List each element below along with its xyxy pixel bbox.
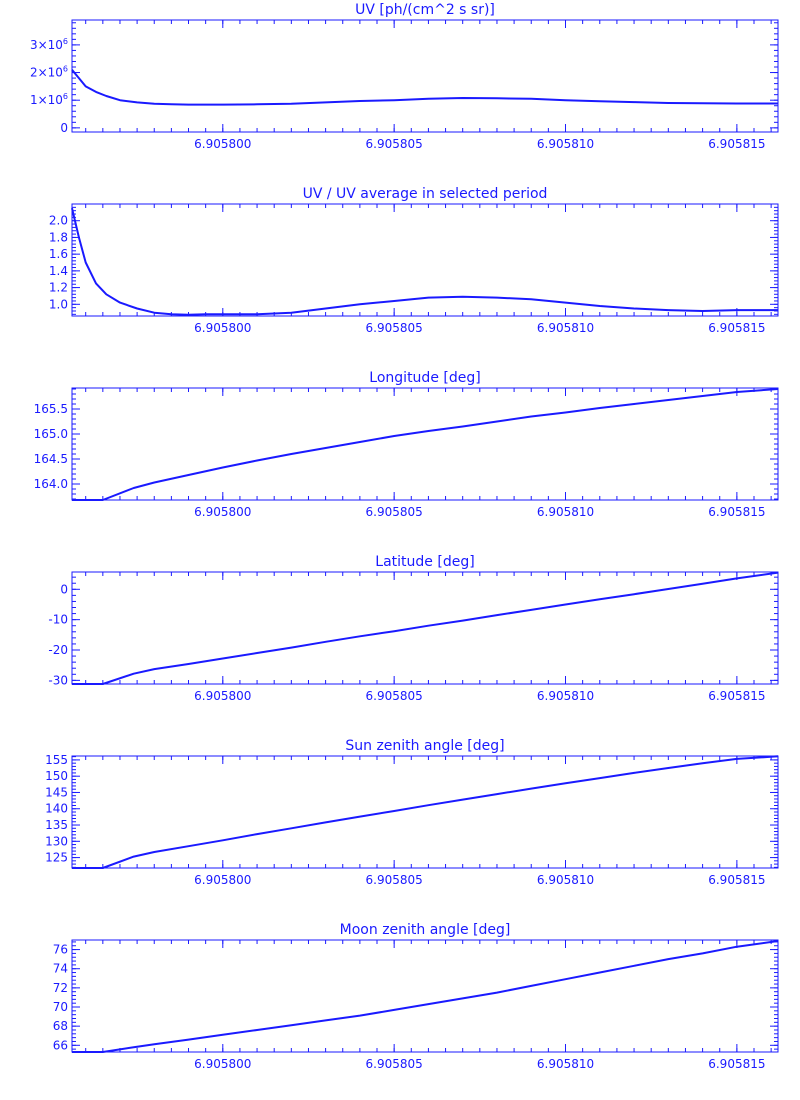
plot-title: Moon zenith angle [deg] [340,922,511,938]
plot-title: Sun zenith angle [deg] [345,738,504,754]
y-tick-label-base: 0 [60,121,68,135]
plot-frame [71,755,779,869]
x-tick-label: 6.905805 [366,137,423,151]
y-tick-label: 155 [45,753,68,767]
y-tick-label: 165.5 [34,402,68,416]
plot-title: Longitude [deg] [369,370,480,386]
series-line [71,69,778,106]
x-tick-label: 6.905800 [194,689,251,703]
x-tick-label: 6.905805 [366,689,423,703]
x-tick-label: 6.905815 [708,505,765,519]
y-tick-label: 68 [53,1019,68,1033]
plot-panel-1: UV [ph/(cm^2 s sr)] 6.905800 6.905805 6.905… [30,2,779,151]
y-tick-label: 66 [53,1038,68,1052]
y-tick-label-base: 1×10 [30,93,63,107]
y-tick-label: 164.0 [34,477,68,491]
y-tick-label-exponent: 6 [63,92,68,101]
y-tick-label: 1.2 [49,281,68,295]
series-line [72,571,779,685]
plot-panel-6: Moon zenith angle [deg] 6.905800 6.905805 6… [53,922,779,1071]
y-tick-label: 1.4 [49,264,68,278]
x-tick-label: 6.905815 [708,689,765,703]
x-tick-label: 6.905805 [366,873,423,887]
y-tick-label: 0 [60,121,68,135]
plot-title: UV / UV average in selected period [303,186,548,202]
y-tick-label: -30 [48,673,68,687]
series-line [72,755,779,869]
x-tick-label: 6.905810 [537,873,594,887]
x-tick-label: 6.905800 [194,137,251,151]
x-tick-label: 6.905815 [708,873,765,887]
y-tick-label: -20 [48,643,68,657]
y-tick-label: 72 [53,981,68,995]
y-tick-label-exponent: 6 [63,65,68,74]
y-tick-label-exponent: 6 [63,37,68,46]
y-tick-label: 130 [45,834,68,848]
series-line [71,207,778,316]
y-tick-label: 2.0 [49,214,68,228]
x-tick-label: 6.905800 [194,873,251,887]
x-tick-label: 6.905805 [366,505,423,519]
y-tick-label-base: 2×10 [30,66,63,80]
x-tick-label: 6.905810 [537,689,594,703]
plot-panel-2: UV / UV average in selected period 6.9058… [49,186,779,335]
x-tick-label: 6.905800 [194,321,251,335]
x-tick-label: 6.905810 [537,321,594,335]
plot-frame [71,387,779,501]
y-tick-label: 145 [45,785,68,799]
x-tick-label: 6.905800 [194,1057,251,1071]
plot-frame [71,571,779,685]
x-tick-label: 6.905815 [708,1057,765,1071]
y-tick-label: 125 [45,851,68,865]
x-tick-label: 6.905810 [537,505,594,519]
y-tick-label: 165.0 [34,427,68,441]
plot-title: UV [ph/(cm^2 s sr)] [355,2,495,18]
y-tick-label: 76 [53,943,68,957]
y-tick-label-base: 3×10 [30,38,63,52]
series-line [72,388,779,501]
plot-panel-3: Longitude [deg] 6.905800 6.905805 6.905810 6… [34,370,779,519]
x-tick-label: 6.905800 [194,505,251,519]
y-tick-label: 1.6 [49,247,68,261]
y-tick-label: 0 [60,582,68,596]
plot-panel-5: Sun zenith angle [deg] 6.905800 6.905805 6.… [45,738,779,887]
x-tick-label: 6.905815 [708,321,765,335]
y-tick-label: 140 [45,802,68,816]
y-tick-label: 135 [45,818,68,832]
y-tick-label: 1.8 [49,230,68,244]
y-tick-label: 164.5 [34,452,68,466]
y-tick-label: -10 [48,613,68,627]
series-line [72,940,779,1053]
y-tick-label: 70 [53,1000,68,1014]
y-tick-label: 74 [53,962,68,976]
x-tick-label: 6.905810 [537,137,594,151]
y-tick-label: 2×106 [30,65,68,80]
plot-frame [71,939,779,1053]
plot-frame [71,203,779,317]
x-tick-label: 6.905805 [366,1057,423,1071]
x-tick-label: 6.905815 [708,137,765,151]
y-tick-label: 150 [45,769,68,783]
plot-panel-4: Latitude [deg] 6.905800 6.905805 6.905810 6.… [48,554,779,703]
y-tick-label: 3×106 [30,37,68,52]
y-tick-label: 1.0 [49,297,68,311]
plot-title: Latitude [deg] [375,554,474,570]
x-tick-label: 6.905805 [366,321,423,335]
y-tick-label: 1×106 [30,92,68,107]
plot-frame [71,19,779,133]
x-tick-label: 6.905810 [537,1057,594,1071]
